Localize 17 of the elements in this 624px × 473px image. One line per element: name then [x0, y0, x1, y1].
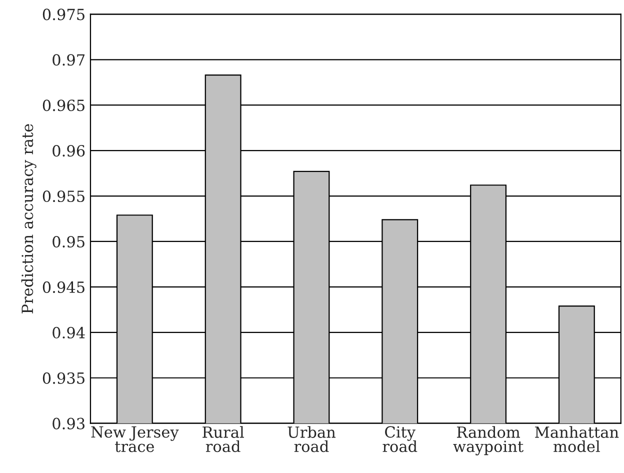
x-tick-label: City road	[382, 426, 418, 452]
y-tick-label: 0.94	[52, 326, 85, 338]
y-tick-label: 0.945	[42, 281, 84, 293]
y-tick-label: 0.965	[42, 100, 84, 112]
x-tick-label: Urban road	[288, 426, 336, 452]
y-tick-label: 0.95	[52, 236, 84, 248]
x-tick-label: Manhattan model	[535, 426, 619, 452]
y-tick-label: 0.955	[42, 190, 84, 202]
y-tick-label: 0.93	[52, 418, 84, 430]
y-tick-label: 0.935	[42, 372, 84, 384]
x-tick-label: Rural road	[202, 426, 244, 452]
x-tick-label: Random waypoint	[453, 426, 524, 456]
y-axis-title: Prediction accuracy rate	[21, 124, 36, 314]
x-tick-label: New Jersey trace	[91, 426, 179, 452]
y-tick-label: 0.975	[42, 8, 84, 20]
y-tick-label: 0.96	[52, 145, 85, 157]
y-tick-label: 0.97	[52, 54, 85, 66]
